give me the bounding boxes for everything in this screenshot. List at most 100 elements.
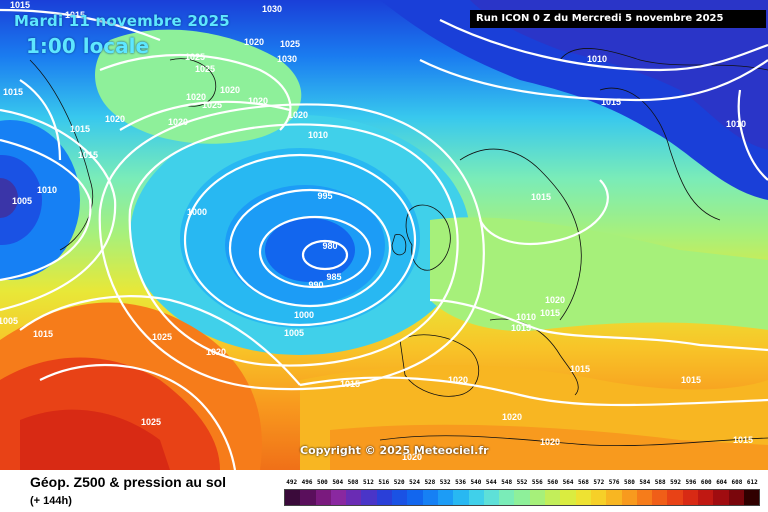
scale-tick-label: 592 — [670, 479, 681, 486]
scale-swatch — [376, 490, 393, 505]
isobar-label: 1015 — [681, 375, 701, 385]
scale-tick-label: 520 — [393, 479, 405, 486]
forecast-lead-time: (+ 144h) — [30, 495, 72, 507]
isobar-label: 1025 — [152, 332, 172, 342]
isobar-label: 1020 — [206, 347, 226, 357]
scale-swatch — [437, 490, 454, 505]
isobar-label: 1010 — [516, 312, 536, 322]
northern-core — [470, 0, 768, 150]
europe-green — [430, 217, 768, 331]
isobar-label: 1020 — [402, 452, 422, 462]
scale-swatch — [330, 490, 347, 505]
scale-swatch — [636, 490, 653, 505]
scale-tick-label: 608 — [731, 479, 743, 486]
isobar-label: 980 — [322, 241, 337, 251]
isobar-label: 1020 — [545, 295, 565, 305]
scale-swatch — [483, 490, 500, 505]
low-core — [265, 218, 355, 282]
coastlines — [29, 48, 768, 447]
scale-tick-label: 516 — [378, 479, 390, 486]
weather-map: 1015 1015 1030 1020 1025 1025 1025 1030 1020 1020… — [0, 0, 768, 470]
map-footer: Géop. Z500 & pression au sol (+ 144h) 49… — [0, 470, 768, 512]
scale-swatch — [315, 490, 331, 505]
isobar-label: 1010 — [308, 130, 328, 140]
isobar-label: 1025 — [202, 100, 222, 110]
scale-tick-label: 564 — [562, 479, 574, 486]
isobar-label: 1015 — [65, 10, 85, 20]
west-low-center — [0, 178, 18, 218]
scale-tick-label: 588 — [654, 479, 666, 486]
scale-tick-label: 512 — [363, 479, 374, 486]
isobar-label: 1020 — [186, 92, 206, 102]
isobar-label: 1015 — [340, 379, 360, 389]
scale-swatch — [652, 490, 668, 505]
isobar-label: 1015 — [511, 323, 531, 333]
isobar-label: 1015 — [78, 150, 98, 160]
scale-swatch — [713, 490, 729, 505]
scale-swatch — [392, 490, 408, 505]
isobar-label: 1015 — [531, 192, 551, 202]
scale-swatch — [667, 490, 683, 505]
scale-swatch — [621, 490, 637, 505]
isobar-label: 1020 — [502, 412, 522, 422]
isobar-label: 1010 — [37, 185, 57, 195]
isobar-label: 1015 — [3, 87, 23, 97]
forecast-time: 1:00 locale — [26, 34, 150, 58]
isobar-label: 1015 — [540, 308, 560, 318]
isobar-label: 1020 — [168, 117, 188, 127]
scale-swatch — [590, 490, 607, 505]
color-scale: 492 496 500 504 508 512 516 520 524 528 532 536 540 5… — [284, 479, 760, 506]
scale-swatch — [468, 490, 484, 505]
isobar-label: 1015 — [570, 364, 590, 374]
scale-tick-label: 584 — [639, 479, 651, 486]
scale-tick-label: 532 — [439, 479, 451, 486]
scale-swatch — [499, 490, 515, 505]
scale-tick-label: 508 — [347, 479, 359, 486]
scale-swatch — [682, 490, 699, 505]
subtropical-inner — [20, 409, 170, 470]
scale-tick-label: 492 — [286, 479, 298, 486]
isobar-label: 1015 — [601, 97, 621, 107]
scale-tick-label: 596 — [685, 479, 697, 486]
scale-swatch — [743, 490, 760, 505]
forecast-date: Mardi 11 novembre 2025 — [14, 12, 230, 30]
scale-swatch — [560, 490, 576, 505]
scale-tick-label: 604 — [716, 479, 728, 486]
isobar-label: 1005 — [12, 196, 32, 206]
isobar-label: 985 — [326, 272, 341, 282]
isobar-label: 1010 — [587, 54, 607, 64]
scale-swatch — [575, 490, 591, 505]
isobar-label: 1015 — [10, 0, 30, 10]
isobar-label: 995 — [317, 191, 332, 201]
scale-swatch — [407, 490, 423, 505]
isobar-label: 1030 — [277, 54, 297, 64]
isobar-label: 1020 — [244, 37, 264, 47]
scale-tick-label: 528 — [424, 479, 436, 486]
isobar-label: 1000 — [294, 310, 314, 320]
scale-tick-label: 580 — [624, 479, 635, 486]
run-info-banner: Run ICON 0 Z du Mercredi 5 novembre 2025 — [470, 10, 766, 28]
scale-tick-labels: 492 496 500 504 508 512 516 520 524 528 532 536 540 5… — [284, 479, 760, 489]
scale-tick-label: 568 — [577, 479, 589, 486]
isobar-label: 1005 — [284, 328, 304, 338]
west-low-core — [0, 155, 42, 245]
scale-tick-label: 536 — [455, 479, 466, 486]
isobar-label: 1020 — [288, 110, 308, 120]
isobar-label: 1025 — [185, 52, 205, 62]
isobar-label: 1025 — [280, 39, 300, 49]
isobar-label: 1020 — [448, 375, 468, 385]
isobar-label: 1025 — [141, 417, 161, 427]
isobar-label: 1005 — [0, 316, 18, 326]
scale-tick-label: 552 — [516, 479, 528, 486]
scale-swatch — [545, 490, 561, 505]
isobar-label: 1020 — [220, 85, 240, 95]
scale-tick-label: 556 — [531, 479, 543, 486]
isobar-label: 1030 — [262, 4, 282, 14]
scale-tick-label: 496 — [301, 479, 313, 486]
scale-swatch — [453, 490, 469, 505]
map-parameter-title: Géop. Z500 & pression au sol — [30, 474, 227, 490]
scale-tick-label: 504 — [332, 479, 344, 486]
scale-swatch — [606, 490, 622, 505]
isobar-label: 1010 — [726, 119, 746, 129]
